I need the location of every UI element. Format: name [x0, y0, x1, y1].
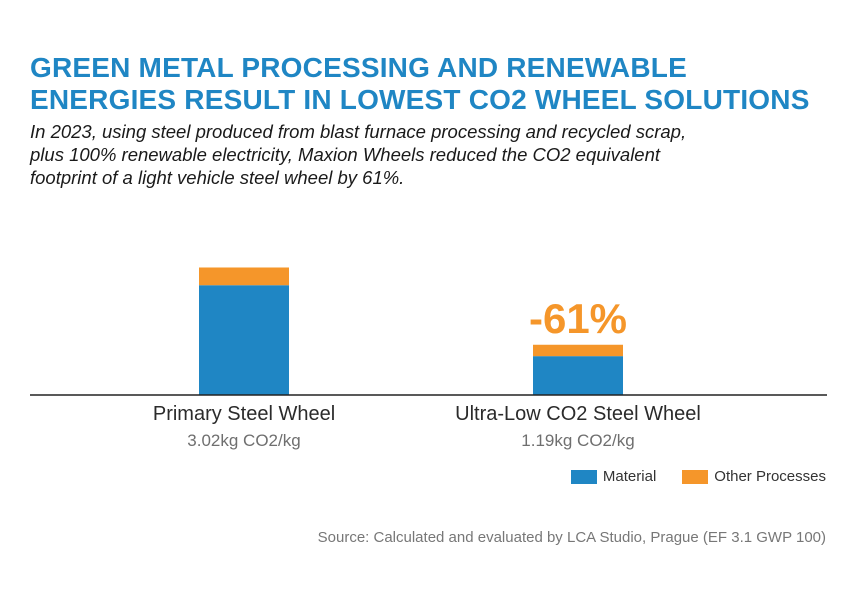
reduction-annotation: -61% [529, 295, 627, 342]
legend-label-other-processes: Other Processes [714, 468, 826, 485]
bar-other-processes-ultra-low-co2-steel-wheel [533, 344, 623, 357]
chart-title-line-2: ENERGIES RESULT IN LOWEST CO2 WHEEL SOLU… [30, 84, 810, 115]
chart-subtitle: In 2023, using steel produced from blast… [30, 120, 850, 189]
chart-title-line-1: GREEN METAL PROCESSING AND RENEWABLE [30, 52, 687, 83]
chart-subtitle-line-1: In 2023, using steel produced from blast… [30, 121, 687, 142]
legend-swatch-other-processes [682, 469, 709, 484]
bar-material-primary-steel-wheel [199, 285, 289, 395]
legend-label-material: Material [602, 468, 657, 485]
chart-title: GREEN METAL PROCESSING AND RENEWABLE ENE… [30, 52, 850, 116]
category-label-ultra-low-co2-steel-wheel: Ultra-Low CO2 Steel Wheel [455, 403, 701, 425]
chart-subtitle-line-2: plus 100% renewable electricity, Maxion … [30, 144, 661, 165]
category-value-primary-steel-wheel: 3.02kg CO2/kg [187, 431, 301, 450]
bar-other-processes-primary-steel-wheel [199, 267, 289, 286]
category-value-ultra-low-co2-steel-wheel: 1.19kg CO2/kg [521, 431, 635, 450]
legend-swatch-material [570, 469, 597, 484]
chart-legend: Material Other Processes [545, 468, 826, 485]
category-label-primary-steel-wheel: Primary Steel Wheel [152, 403, 336, 425]
chart-subtitle-line-3: footprint of a light vehicle steel wheel… [30, 167, 405, 188]
source-note: Source: Calculated and evaluated by LCA … [317, 529, 826, 546]
bar-material-ultra-low-co2-steel-wheel [533, 356, 623, 395]
legend-item-other-processes: Other Processes [682, 468, 826, 485]
stacked-bar-chart: -61% [30, 267, 827, 396]
legend-item-material: Material [570, 468, 657, 485]
